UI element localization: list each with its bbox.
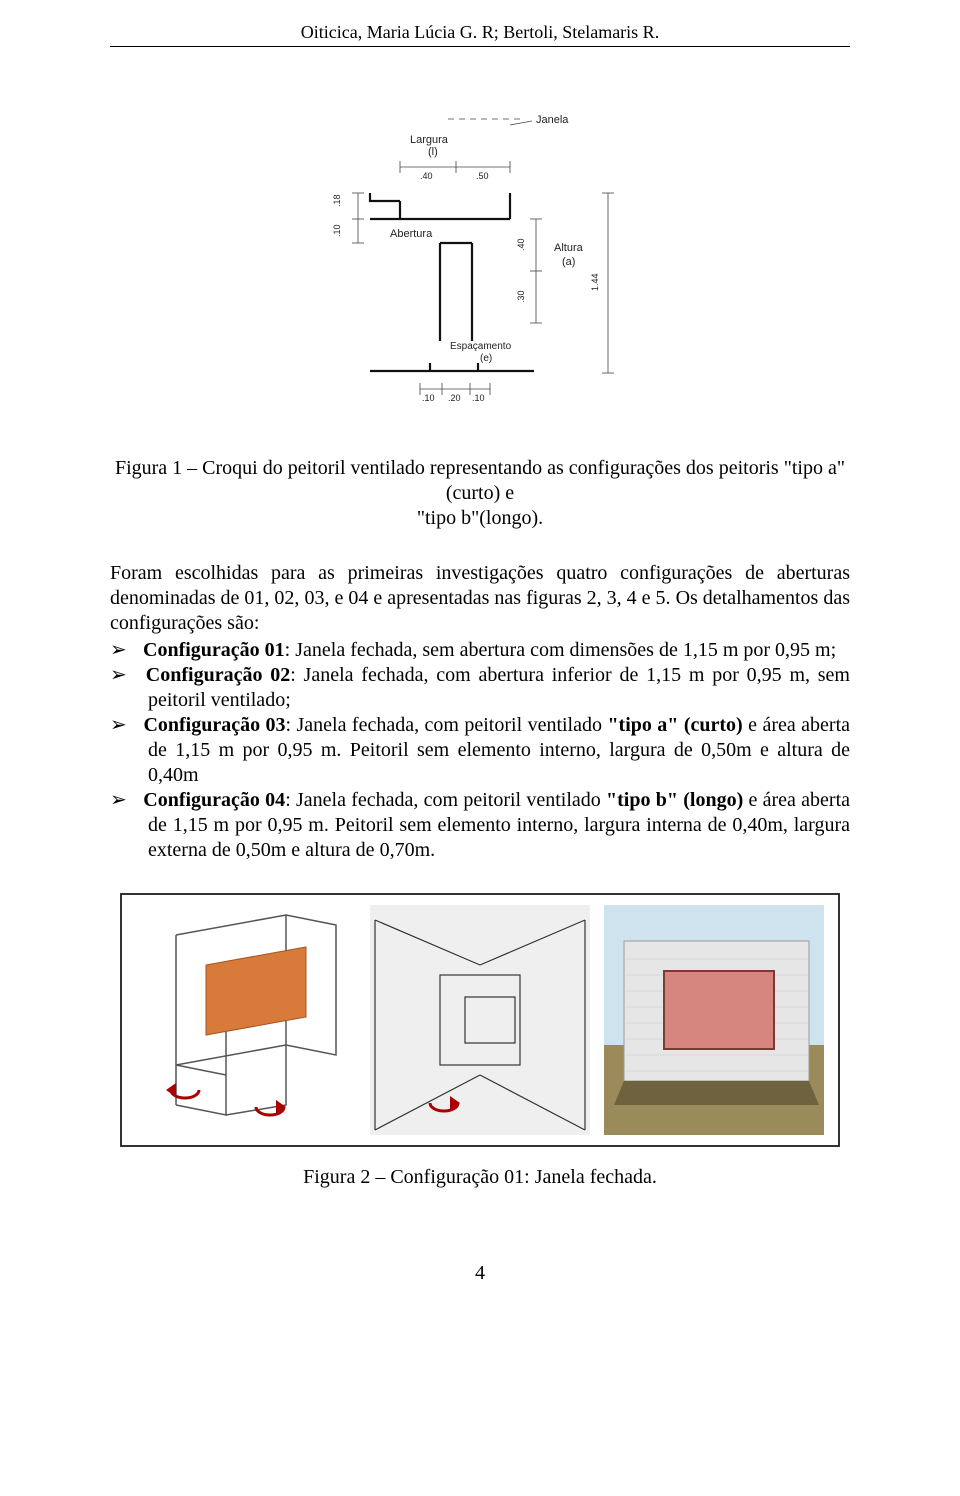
figure1-caption-line1: Figura 1 – Croqui do peitoril ventilado … xyxy=(115,457,845,504)
label-largura-sym: (l) xyxy=(428,146,438,158)
config-item-04: ➢ Configuração 04: Janela fechada, com p… xyxy=(110,788,850,863)
bullet-icon: ➢ xyxy=(110,663,138,688)
label-altura-sym: (a) xyxy=(562,256,575,268)
config-item-01: ➢ Configuração 01: Janela fechada, sem a… xyxy=(110,638,850,663)
dim-top-right: .50 xyxy=(476,171,489,181)
bullet-icon: ➢ xyxy=(110,788,138,813)
figure1-caption-line2: "tipo b"(longo). xyxy=(417,507,543,529)
config1-text: : Janela fechada, sem abertura com dimen… xyxy=(285,639,837,661)
bullet-icon: ➢ xyxy=(110,638,138,663)
config2-label: Configuração 02 xyxy=(146,664,290,686)
dim-bottom-c: .10 xyxy=(472,393,485,403)
label-espacamento: Espaçamento xyxy=(450,341,512,352)
figure2-panel-isometric xyxy=(136,905,356,1135)
figure2-panel-photo xyxy=(604,905,824,1135)
config4-prefix: : Janela fechada, com peitoril ventilado xyxy=(285,789,606,811)
label-janela: Janela xyxy=(536,114,569,126)
figure2-panels xyxy=(120,893,840,1147)
figure2-caption: Figura 2 – Configuração 01: Janela fecha… xyxy=(110,1165,850,1190)
config3-label: Configuração 03 xyxy=(143,714,285,736)
label-largura: Largura xyxy=(410,134,449,146)
dim-left-bottom: .10 xyxy=(332,224,342,237)
config-item-03: ➢ Configuração 03: Janela fechada, com p… xyxy=(110,713,850,788)
dim-top-left: .40 xyxy=(420,171,433,181)
config4-bold: "tipo b" (longo) xyxy=(606,789,743,811)
config3-bold: "tipo a" (curto) xyxy=(607,714,742,736)
label-espacamento-sym: (e) xyxy=(480,353,492,364)
figure1-caption: Figura 1 – Croqui do peitoril ventilado … xyxy=(110,456,850,531)
intro-paragraph: Foram escolhidas para as primeiras inves… xyxy=(110,561,850,636)
config-item-02: ➢ Configuração 02: Janela fechada, com a… xyxy=(110,663,850,713)
dim-right-gap: .30 xyxy=(516,290,526,303)
config4-label: Configuração 04 xyxy=(143,789,285,811)
figure2-panel-perspective xyxy=(370,905,590,1135)
dim-bottom-a: .10 xyxy=(422,393,435,403)
page-running-header: Oiticica, Maria Lúcia G. R; Bertoli, Ste… xyxy=(110,0,850,47)
dim-right-total: 1.44 xyxy=(590,273,600,291)
dim-bottom-b: .20 xyxy=(448,393,461,403)
dim-right-a: .40 xyxy=(516,238,526,251)
dim-left-top: .18 xyxy=(332,194,342,207)
bullet-icon: ➢ xyxy=(110,713,138,738)
label-altura: Altura xyxy=(554,242,584,254)
label-abertura: Abertura xyxy=(390,228,433,240)
config1-label: Configuração 01 xyxy=(143,639,285,661)
page-number: 4 xyxy=(110,1262,850,1285)
config3-prefix: : Janela fechada, com peitoril ventilado xyxy=(286,714,608,736)
config-list: ➢ Configuração 01: Janela fechada, sem a… xyxy=(110,638,850,863)
figure1-diagram: Janela Largura (l) .40 .50 .18 .10 xyxy=(310,101,650,426)
